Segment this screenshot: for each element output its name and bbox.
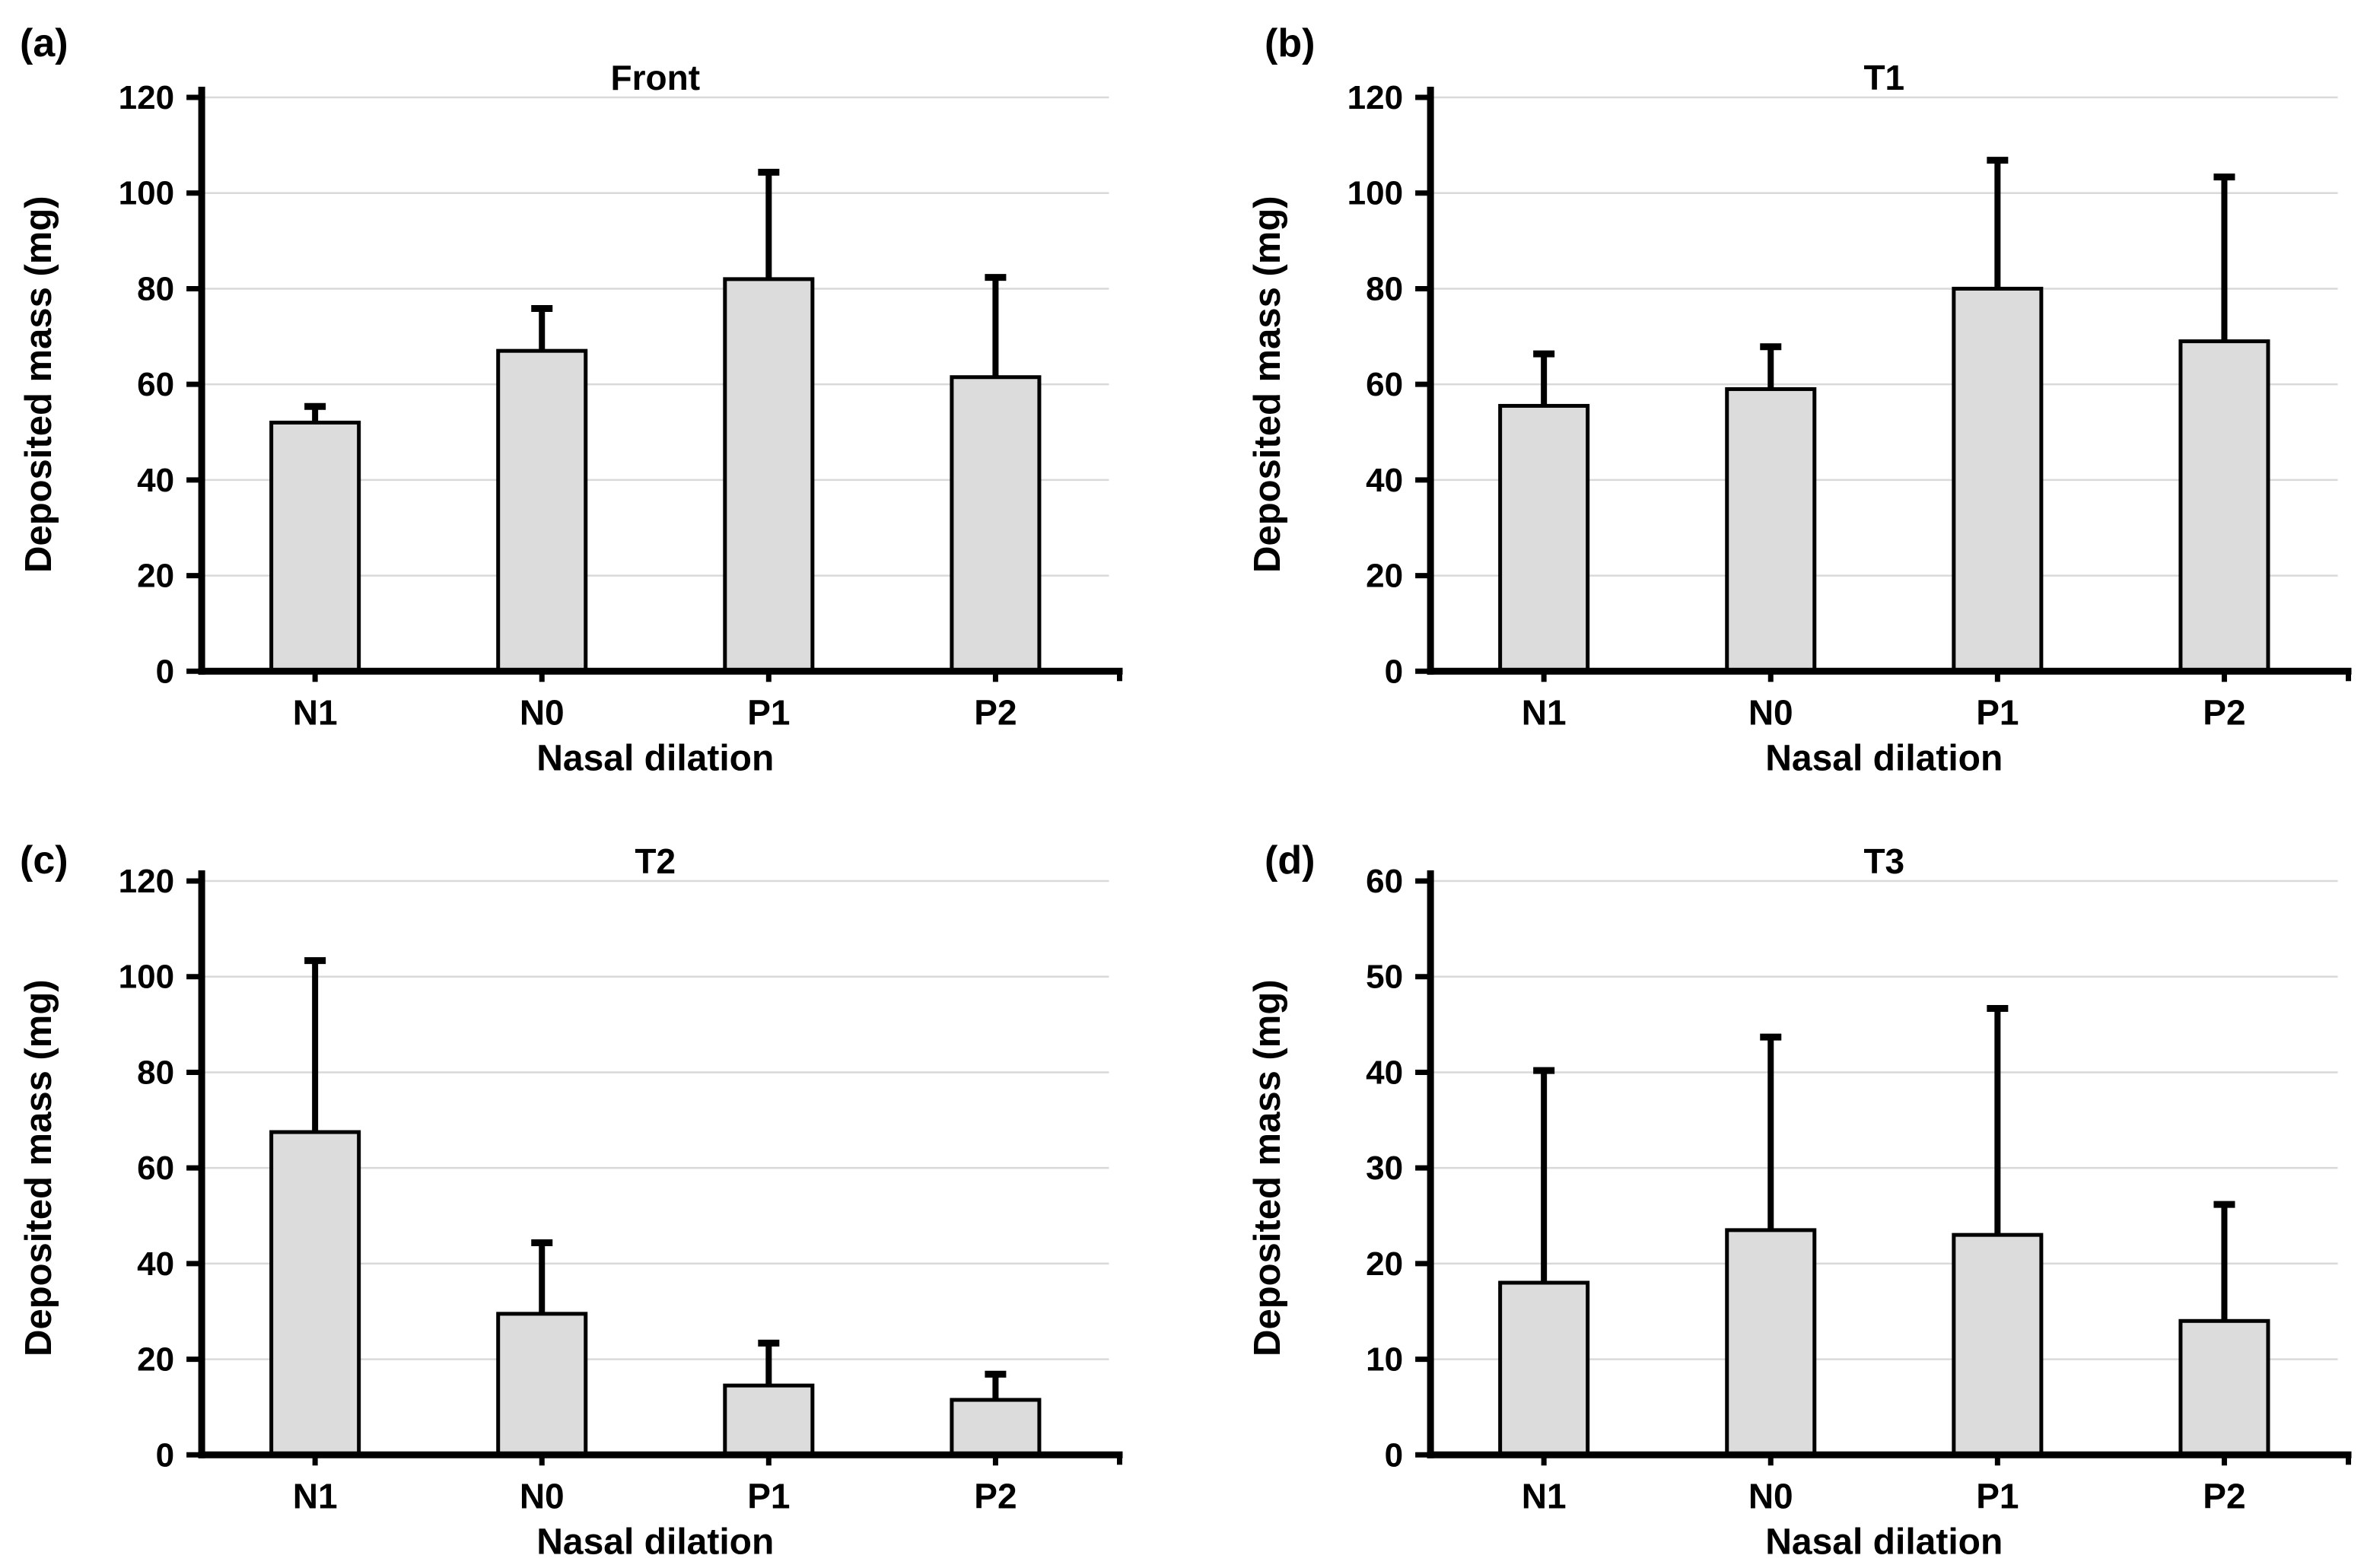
x-tick-label: P1	[747, 1477, 790, 1516]
x-axis-title: Nasal dilation	[1765, 1522, 2003, 1563]
x-tick-label: P1	[747, 692, 790, 732]
y-tick-label: 100	[119, 175, 174, 212]
bar-chart-t2: 0 20 40 60 80 100 120 N1 N0 P1 P2 T2 (c) Nasal dilati…	[0, 784, 1182, 1567]
bar-N1	[272, 422, 359, 671]
x-axis-title: Nasal dilation	[1765, 738, 2003, 778]
x-tick-label: N1	[293, 1477, 338, 1516]
chart-panel-a: 0 20 40 60 80 100 120 N1 N0 P1 P2 Front (a) Nasal dil…	[0, 0, 1182, 784]
y-tick-label: 40	[1366, 462, 1403, 499]
x-tick-label: P1	[1976, 692, 2019, 732]
x-axis-title: Nasal dilation	[536, 738, 774, 778]
x-tick-label: N0	[1748, 1477, 1793, 1516]
y-tick-label: 80	[1366, 270, 1403, 307]
y-tick-label: 20	[137, 558, 174, 595]
chart-title: T2	[635, 841, 676, 881]
y-tick-label: 100	[1347, 175, 1402, 212]
x-tick-label: N1	[1521, 1477, 1566, 1516]
bar-P1	[725, 1385, 813, 1455]
panel-letter: (a)	[20, 21, 68, 65]
y-tick-label: 120	[119, 79, 174, 116]
bar-P1	[1953, 288, 2041, 671]
panel-letter: (b)	[1265, 21, 1315, 65]
x-tick-label: P2	[2203, 1477, 2245, 1516]
y-tick-label: 0	[1384, 1437, 1402, 1474]
y-tick-label: 40	[137, 462, 174, 499]
y-tick-label: 50	[1366, 959, 1403, 996]
chart-title: T1	[1863, 58, 1904, 97]
x-tick-label: N1	[293, 692, 338, 732]
x-tick-label: N0	[520, 692, 565, 732]
y-tick-label: 10	[1366, 1341, 1403, 1379]
y-tick-label: 60	[137, 1150, 174, 1187]
chart-title: Front	[611, 58, 701, 97]
x-tick-label: N0	[1748, 692, 1793, 732]
y-axis-title: Deposited mass (mg)	[18, 980, 59, 1357]
x-tick-label: P2	[2203, 692, 2245, 732]
bar-P2	[952, 377, 1039, 672]
y-tick-label: 100	[119, 959, 174, 996]
y-tick-label: 0	[156, 653, 174, 690]
y-tick-label: 60	[1366, 366, 1403, 403]
chart-panel-d: 0 10 20 30 40 50 60 N1 N0 P1 P2 T3 (d) Nasal dilation…	[1182, 784, 2364, 1567]
chart-title: T3	[1863, 841, 1904, 881]
y-tick-label: 120	[119, 863, 174, 900]
bar-chart-t1: 0 20 40 60 80 100 120 N1 N0 P1 P2 T1 (b) Nasal dilati…	[1182, 0, 2364, 784]
bar-P1	[1953, 1235, 2041, 1455]
y-tick-label: 60	[137, 366, 174, 403]
x-axis-title: Nasal dilation	[536, 1522, 774, 1563]
y-tick-label: 120	[1347, 79, 1402, 116]
bar-N1	[1500, 406, 1587, 671]
y-tick-label: 80	[137, 1054, 174, 1092]
y-axis-title: Deposited mass (mg)	[18, 196, 59, 573]
bar-N0	[498, 1314, 586, 1455]
bar-P2	[2180, 1322, 2267, 1455]
y-tick-label: 40	[137, 1245, 174, 1283]
y-tick-label: 60	[1366, 863, 1403, 900]
bar-N0	[1726, 389, 1814, 671]
y-axis-title: Deposited mass (mg)	[1247, 196, 1288, 573]
bar-N1	[272, 1132, 359, 1455]
y-tick-label: 20	[1366, 1245, 1403, 1283]
bar-P1	[725, 279, 813, 671]
y-tick-label: 20	[137, 1341, 174, 1379]
y-tick-label: 0	[1384, 653, 1402, 690]
y-tick-label: 30	[1366, 1150, 1403, 1187]
panel-letter: (d)	[1265, 838, 1315, 883]
bar-P2	[952, 1400, 1039, 1455]
bar-N0	[1726, 1230, 1814, 1455]
y-tick-label: 40	[1366, 1054, 1403, 1092]
chart-panel-b: 0 20 40 60 80 100 120 N1 N0 P1 P2 T1 (b) Nasal dilati…	[1182, 0, 2364, 784]
y-tick-label: 0	[156, 1437, 174, 1474]
x-tick-label: N0	[520, 1477, 565, 1516]
bar-chart-t3: 0 10 20 30 40 50 60 N1 N0 P1 P2 T3 (d) Nasal dilation…	[1182, 784, 2364, 1567]
x-tick-label: P2	[974, 692, 1017, 732]
panel-letter: (c)	[20, 838, 68, 883]
x-tick-label: P1	[1976, 1477, 2019, 1516]
bar-P2	[2180, 342, 2267, 672]
x-tick-label: N1	[1521, 692, 1566, 732]
y-tick-label: 20	[1366, 558, 1403, 595]
chart-panel-c: 0 20 40 60 80 100 120 N1 N0 P1 P2 T2 (c) Nasal dilati…	[0, 784, 1182, 1567]
y-tick-label: 80	[137, 270, 174, 307]
bar-N0	[498, 351, 586, 671]
y-axis-title: Deposited mass (mg)	[1247, 980, 1288, 1357]
x-tick-label: P2	[974, 1477, 1017, 1516]
bar-N1	[1500, 1283, 1587, 1455]
bar-chart-front: 0 20 40 60 80 100 120 N1 N0 P1 P2 Front (a) Nasal dil…	[0, 0, 1182, 784]
